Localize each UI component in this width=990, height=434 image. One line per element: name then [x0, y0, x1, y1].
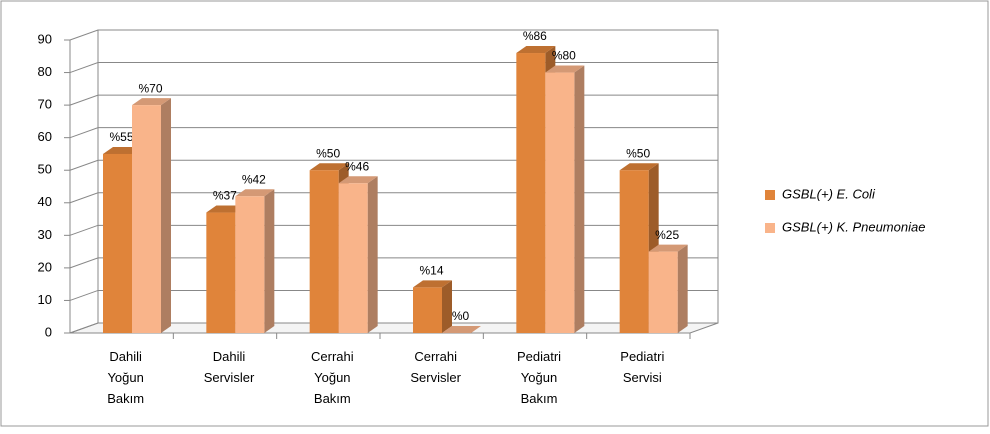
value-label: %70 — [138, 81, 162, 95]
y-tick-label: 70 — [38, 97, 52, 112]
grid-line — [69, 159, 718, 171]
value-label: %46 — [345, 159, 369, 173]
bar-side — [367, 176, 378, 333]
bar-top — [309, 163, 349, 171]
value-label: %37 — [213, 189, 237, 203]
legend-label: GSBL(+) K. Pneumoniae — [782, 219, 925, 234]
bar — [132, 98, 171, 333]
value-label: %42 — [242, 172, 266, 186]
bar — [413, 280, 452, 333]
bar-front — [545, 72, 575, 334]
y-tick-label: 20 — [38, 259, 52, 274]
bar — [545, 65, 585, 334]
bar-side — [442, 280, 452, 333]
bar-top — [132, 98, 171, 106]
value-label: %14 — [419, 264, 443, 278]
value-label: %80 — [552, 49, 576, 63]
bar-top — [235, 189, 275, 197]
x-tick-label: Cerrahi Servisler — [410, 349, 461, 385]
bar — [235, 189, 275, 333]
bar — [442, 326, 481, 333]
bar-top — [442, 326, 481, 333]
bar-front — [516, 53, 546, 334]
bar-front — [309, 170, 339, 333]
x-tick-label: Cerrahi Yoğun Bakım — [311, 349, 354, 406]
y-tick-label: 10 — [38, 292, 52, 307]
y-tick-label: 80 — [38, 64, 52, 79]
bar-top — [413, 280, 452, 288]
grid-line — [69, 94, 718, 106]
value-label: %25 — [655, 228, 679, 242]
grid-line — [69, 322, 718, 334]
grid-line — [69, 29, 718, 41]
y-tick-label: 60 — [38, 129, 52, 144]
legend-swatch — [765, 223, 775, 233]
bar-top — [338, 176, 378, 184]
value-label: %55 — [109, 130, 133, 144]
y-tick-label: 30 — [38, 227, 52, 242]
bar-front — [206, 212, 236, 333]
bar-front — [132, 105, 161, 333]
bar-top — [648, 244, 688, 252]
value-label: %86 — [523, 29, 547, 43]
x-tick-label: Pediatri Yoğun Bakım — [517, 349, 561, 406]
value-label: %50 — [626, 146, 650, 160]
y-tick-label: 50 — [38, 162, 52, 177]
bar-front — [103, 153, 132, 333]
bar-front — [413, 287, 442, 333]
value-label: %0 — [452, 309, 470, 323]
x-tick-label: Dahili Yoğun Bakım — [107, 349, 144, 406]
bar-side — [677, 244, 688, 333]
bar-top — [516, 46, 556, 54]
legend-swatch — [765, 190, 775, 200]
y-tick-label: 0 — [45, 324, 52, 339]
grid-line — [69, 224, 718, 236]
bar-side — [161, 98, 171, 333]
bar-front — [235, 196, 265, 333]
x-tick-label: Pediatri Servisi — [620, 349, 664, 385]
bar — [648, 244, 688, 333]
x-tick-label: Dahili Servisler — [204, 349, 255, 385]
bar-front — [619, 170, 649, 333]
bar-top — [619, 163, 659, 171]
y-tick-label: 90 — [38, 31, 52, 46]
grid-line — [69, 62, 718, 74]
bar-front — [338, 183, 368, 333]
y-tick-label: 40 — [38, 194, 52, 209]
grid-line — [69, 257, 718, 269]
bar-side — [264, 189, 275, 333]
bar-front — [648, 251, 678, 333]
grid-line — [69, 289, 718, 301]
bar-top — [545, 65, 585, 73]
bar-side — [574, 65, 585, 334]
grid-line — [69, 127, 718, 139]
legend-label: GSBL(+) E. Coli — [782, 186, 876, 201]
grid-line — [69, 192, 718, 204]
bar — [338, 176, 378, 333]
value-label: %50 — [316, 146, 340, 160]
